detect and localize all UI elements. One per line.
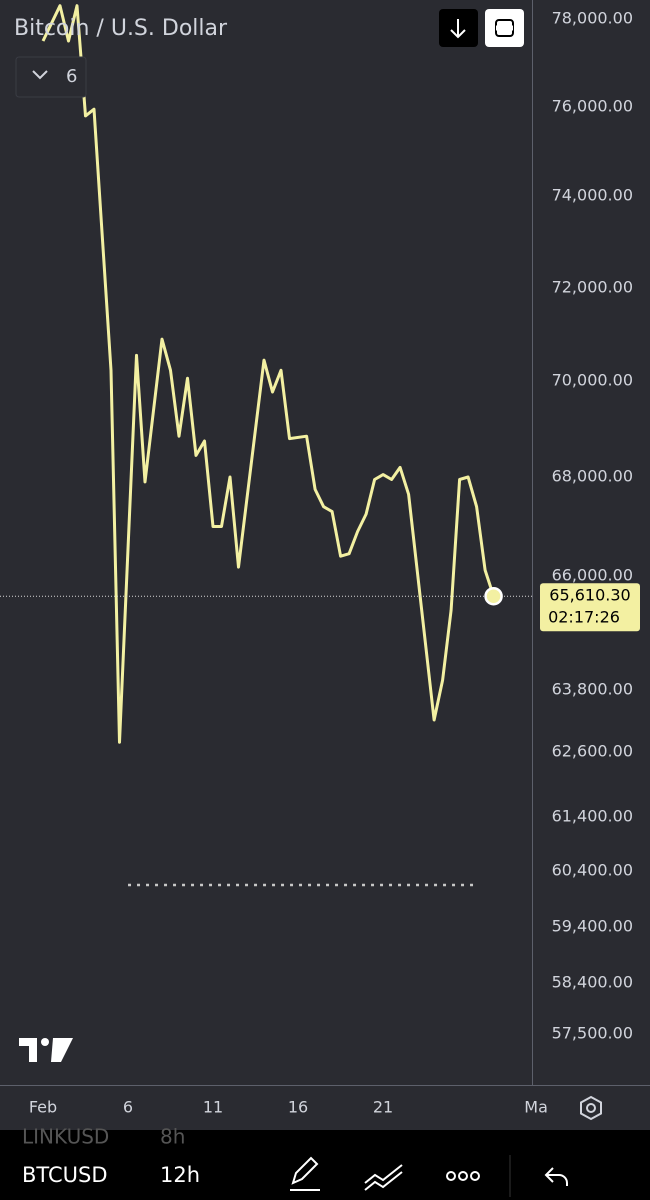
y-tick-label: 74,000.00 (552, 186, 633, 205)
undo-button[interactable] (544, 1167, 568, 1186)
y-tick-label: 63,800.00 (552, 680, 633, 699)
fullscreen-button[interactable] (485, 9, 524, 47)
trend-tool[interactable] (364, 1164, 403, 1191)
y-tick-label: 58,400.00 (552, 973, 633, 992)
y-tick-label: 70,000.00 (552, 371, 633, 390)
x-tick-label: 11 (203, 1098, 223, 1117)
x-tick-label: 6 (123, 1098, 133, 1117)
chart-title: Bitcoin / U.S. Dollar (14, 16, 228, 41)
symbol[interactable]: BTCUSD (22, 1163, 108, 1187)
plot-area (41, 4, 496, 887)
last-point (484, 586, 503, 606)
y-tick-label: 59,400.00 (552, 917, 633, 936)
y-tick-label: 62,600.00 (552, 742, 633, 761)
indicator-count: 6 (66, 66, 77, 87)
y-tick-label: 57,500.00 (552, 1024, 633, 1043)
prev-interval[interactable]: 8h (160, 1125, 185, 1149)
x-tick-label: Ma (524, 1098, 548, 1117)
draw-tool[interactable] (290, 1156, 320, 1191)
y-tick-label: 72,000.00 (552, 278, 633, 297)
price-marker-box (540, 583, 640, 632)
tradingview-logo (19, 1038, 73, 1062)
y-tick-label: 60,400.00 (552, 861, 633, 880)
prev-symbol[interactable]: LINKUSD (22, 1125, 109, 1149)
countdown-label: 02:17:26 (548, 608, 620, 627)
more-button[interactable] (446, 1171, 480, 1181)
y-tick-label: 68,000.00 (552, 467, 633, 486)
y-tick-label: 66,000.00 (552, 566, 633, 585)
price-line (41, 4, 496, 744)
interval[interactable]: 12h (160, 1163, 200, 1187)
y-tick-label: 76,000.00 (552, 97, 633, 116)
y-tick-label: 78,000.00 (552, 9, 633, 28)
x-tick-label: 21 (373, 1098, 393, 1117)
bottom-toolbar (0, 1130, 650, 1200)
download-button[interactable] (439, 9, 478, 47)
x-tick-label: 16 (288, 1098, 308, 1117)
y-tick-label: 61,400.00 (552, 807, 633, 826)
price-marker-label: 65,610.30 (549, 586, 630, 605)
x-tick-label: Feb (29, 1098, 57, 1117)
settings-button[interactable] (580, 1095, 602, 1121)
indicators-toggle[interactable]: 6 (15, 56, 87, 98)
